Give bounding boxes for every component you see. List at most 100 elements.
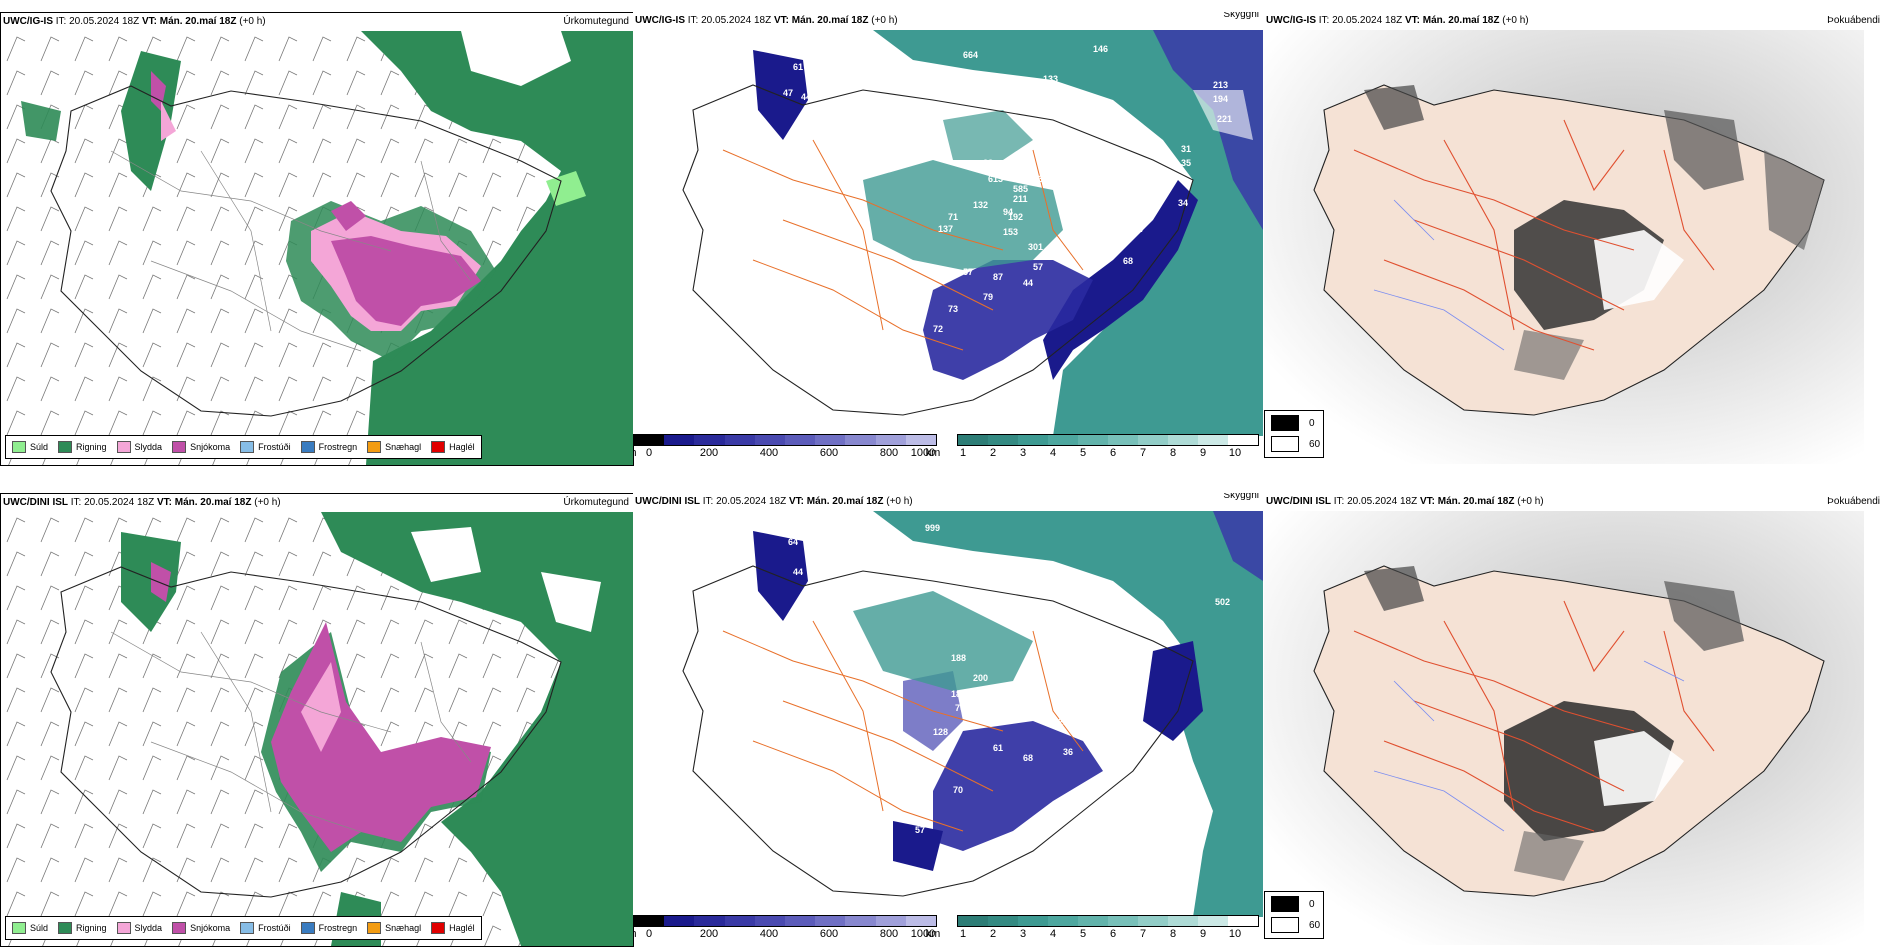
panel-header: UWC/IG-IS IT: 20.05.2024 18Z VT: Mán. 20… [633,12,1263,30]
visibility-value-label: 129 [1013,691,1028,701]
visibility-value-label: 213 [1213,80,1228,90]
scale-unit: km [925,928,941,940]
panel-precip-type-2: UWC/DINI ISL IT: 20.05.2024 18Z VT: Mán.… [0,493,634,947]
legend-item: Slydda [116,441,162,453]
visibility-value-label: 117 [879,725,894,735]
visibility-value-label: 221 [1217,114,1232,124]
scale-color-bar [633,434,937,446]
visibility-value-label: 128 [933,727,948,737]
legend-swatch-sleet [116,441,131,453]
panel-header: UWC/DINI ISL IT: 20.05.2024 18Z VT: Mán.… [1264,493,1900,511]
legend-item: Haglél [431,922,475,934]
visibility-value-label: 86 [1101,114,1111,124]
scale-tick: 2 [989,447,997,459]
legend-swatch-hail [431,441,446,453]
init-time: 20.05.2024 18Z [1347,496,1418,507]
visibility-value-label: 73 [948,304,958,314]
legend-item: Snjókoma [172,922,230,934]
scale-tick: 1000 [910,928,936,940]
visibility-value-label: 87 [993,272,1003,282]
legend-item: Rigning [58,922,107,934]
legend-item: Frostregn [300,441,357,453]
scale-tick: 200 [699,447,719,459]
lead-time: (+0 h) [886,496,913,507]
visibility-value-label: 99 [1131,721,1141,731]
scale-tick: 800 [879,447,899,459]
scale-unit: m [633,928,637,940]
scale-tick: 400 [759,928,779,940]
visibility-value-label: 133 [1043,74,1058,84]
cloud-legend: 0 60 [1264,891,1324,939]
init-time: 20.05.2024 18Z [701,15,772,26]
scale-tick: 1 [959,928,967,940]
scale-tick: 5 [1079,928,1087,940]
visibility-value-label: 291 [979,705,994,715]
legend-item: Frostregn [300,922,357,934]
scale-tick: 200 [699,928,719,940]
panel-title: Úrkomutegund [563,497,629,508]
visibility-value-label: 153 [1003,227,1018,237]
scale-tick: 1000 [910,447,936,459]
visibility-value-label: 34 [1133,224,1143,234]
visibility-value-label: 71 [948,212,958,222]
visibility-value-label: 502 [1215,597,1230,607]
visibility-value-labels: 664 146 70 133 213 194 221 61 47 44 588 86 80 31 35 28 6… [783,44,1232,334]
visibility-value-label: 500 [1099,611,1114,621]
visibility-value-label: 121 [993,705,1008,715]
scale-tick: 10 [1228,928,1242,940]
scale-tick: 400 [759,447,779,459]
model-name: UWC/DINI ISL [1266,496,1331,507]
scale-tick: 10 [1228,447,1242,459]
visibility-value-label: 28 [983,158,993,168]
lead-time: (+0 h) [1517,496,1544,507]
legend-swatch-hail [431,922,446,934]
precip-map [1,31,633,465]
precip-map-svg [1,31,633,465]
legend-item: Súld [12,441,48,453]
visibility-map: 999 64 44 54 42 502 500 188 200 66 183 70 129 121 291 1… [633,511,1263,917]
visibility-value-label: 79 [983,292,993,302]
legend-swatch-drizzle [12,441,26,453]
panel-title: Þokuábendi [1827,15,1880,26]
lead-time: (+0 h) [254,497,281,508]
scale-tick: 4 [1049,447,1057,459]
scale-tick: 600 [819,928,839,940]
legend-item: Snæhagl [367,441,421,453]
valid-time: Mán. 20.maí 18Z [1422,15,1500,26]
scale-color-bar [957,915,1259,927]
model-name: UWC/IG-IS [1266,15,1316,26]
visibility-value-label: 31 [1181,144,1191,154]
init-time: 20.05.2024 18Z [716,496,787,507]
legend-item: Súld [12,922,48,934]
legend-item: Slydda [116,922,162,934]
visibility-value-label: 54 [823,583,833,593]
scale-tick: 6 [1109,447,1117,459]
panel-precip-type-1: UWC/IG-IS IT: 20.05.2024 18Z VT: Mán. 20… [0,12,634,466]
legend-swatch-freezing-drizzle [240,922,255,934]
visibility-value-label: 80 [1133,124,1143,134]
visibility-value-label: 63 [923,807,933,817]
scale-tick: 600 [819,447,839,459]
legend-item: Snjókoma [172,441,230,453]
panel-visibility-2: UWC/DINI ISL IT: 20.05.2024 18Z VT: Mán.… [633,493,1263,945]
visibility-scale-m: m 0 200 400 600 800 1000 [633,915,937,943]
visibility-value-label: 35 [1038,174,1048,184]
precip-type-legend: Súld Rigning Slydda Snjókoma Frostúði Fr… [5,916,482,940]
panel-header: UWC/DINI ISL IT: 20.05.2024 18Z VT: Mán.… [1,494,633,512]
lead-time: (+0 h) [871,15,898,26]
legend-swatch-sleet [116,922,131,934]
visibility-value-label: 44 [1023,278,1033,288]
legend-swatch-drizzle [12,922,26,934]
scale-tick: 9 [1199,447,1207,459]
visibility-value-label: 70 [943,74,953,84]
panel-header: UWC/IG-IS IT: 20.05.2024 18Z VT: Mán. 20… [1264,12,1900,30]
visibility-value-label: 185 [1013,707,1028,717]
cloud-map [1264,511,1864,945]
visibility-value-label: 44 [793,567,803,577]
legend-item: Rigning [58,441,107,453]
cloud-map-svg [1264,30,1864,464]
legend-swatch-rain [58,922,73,934]
visibility-value-label: 194 [1213,94,1228,104]
valid-time: Mán. 20.maí 18Z [174,497,252,508]
